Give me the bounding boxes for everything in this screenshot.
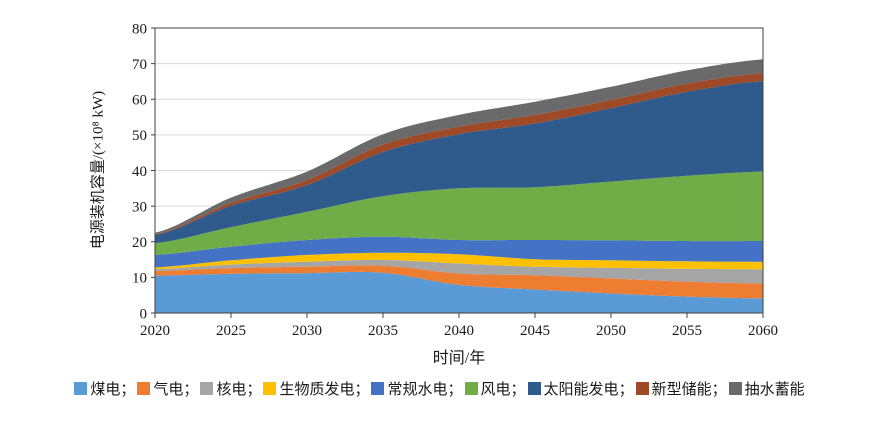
- legend-item-coal: 煤电；: [74, 378, 137, 399]
- x-tick-label: 2060: [748, 323, 778, 339]
- y-tick-label: 40: [132, 164, 147, 180]
- area-series-pumped-storage: [155, 59, 763, 235]
- legend-separator: ；: [618, 382, 634, 398]
- legend-swatch: [371, 382, 385, 395]
- y-tick-label: 70: [132, 57, 147, 73]
- x-tick-label: 2020: [140, 323, 170, 339]
- x-tick-label: 2025: [216, 323, 246, 339]
- y-tick-label: 0: [140, 306, 148, 322]
- legend-item-wind: 风电；: [464, 378, 528, 399]
- legend-label: 常规水电: [387, 382, 448, 398]
- area-series-nuclear: [155, 259, 763, 284]
- legend-separator: ；: [183, 382, 199, 398]
- legend: 煤电；气电；核电；生物质发电；常规水电；风电；太阳能发电；新型储能；抽水蓄能: [0, 378, 879, 399]
- legend-swatch: [137, 382, 151, 395]
- legend-separator: ；: [711, 382, 727, 398]
- legend-label: 气电: [153, 382, 184, 398]
- legend-swatch: [464, 382, 478, 395]
- legend-separator: ；: [120, 382, 136, 398]
- legend-separator: ；: [354, 382, 370, 398]
- y-tick-label: 30: [132, 199, 147, 215]
- legend-item-new-storage: 新型储能；: [635, 378, 729, 399]
- y-tick-label: 80: [132, 21, 147, 37]
- legend-item-hydro: 常规水电；: [371, 378, 464, 399]
- x-tick-label: 2040: [444, 323, 474, 339]
- area-series-coal: [155, 271, 763, 313]
- area-series-hydro: [155, 236, 763, 268]
- x-tick-label: 2055: [672, 323, 702, 339]
- x-axis-title: 时间/年: [432, 350, 486, 367]
- legend-separator: ；: [510, 382, 526, 398]
- legend-label: 核电: [216, 382, 247, 398]
- legend-label: 生物质发电: [279, 382, 355, 398]
- legend-item-solar: 太阳能发电；: [527, 378, 636, 399]
- x-tick-label: 2035: [368, 323, 398, 339]
- legend-swatch: [200, 382, 214, 395]
- x-tick-label: 2045: [520, 323, 550, 339]
- legend-swatch: [74, 382, 88, 395]
- legend-label: 抽水蓄能: [744, 382, 805, 398]
- y-tick-label: 20: [132, 235, 147, 251]
- y-tick-label: 10: [132, 271, 147, 287]
- x-tick-label: 2050: [596, 323, 626, 339]
- area-series-solar: [155, 81, 763, 244]
- legend-label: 太阳能发电: [543, 382, 619, 398]
- x-tick-label: 2030: [292, 323, 322, 339]
- legend-item-nuclear: 核电；: [200, 378, 263, 399]
- legend-label: 风电: [480, 382, 511, 398]
- y-axis-title: 电源装机容量/(×10⁸ kW): [90, 90, 107, 250]
- legend-swatch: [635, 382, 649, 395]
- legend-separator: ；: [246, 382, 262, 398]
- area-series-gas: [155, 265, 763, 299]
- legend-item-pumped-storage: 抽水蓄能: [728, 378, 805, 399]
- legend-item-biomass: 生物质发电；: [263, 378, 371, 399]
- y-tick-label: 60: [132, 93, 147, 109]
- legend-swatch: [728, 382, 742, 395]
- legend-label: 新型储能: [651, 382, 712, 398]
- legend-separator: ；: [447, 382, 463, 398]
- area-series-biomass: [155, 252, 763, 270]
- area-series-wind: [155, 171, 763, 255]
- legend-item-gas: 气电；: [137, 378, 200, 399]
- legend-swatch: [527, 382, 541, 395]
- y-tick-label: 50: [132, 128, 147, 144]
- legend-label: 煤电: [90, 382, 121, 398]
- legend-swatch: [263, 382, 277, 395]
